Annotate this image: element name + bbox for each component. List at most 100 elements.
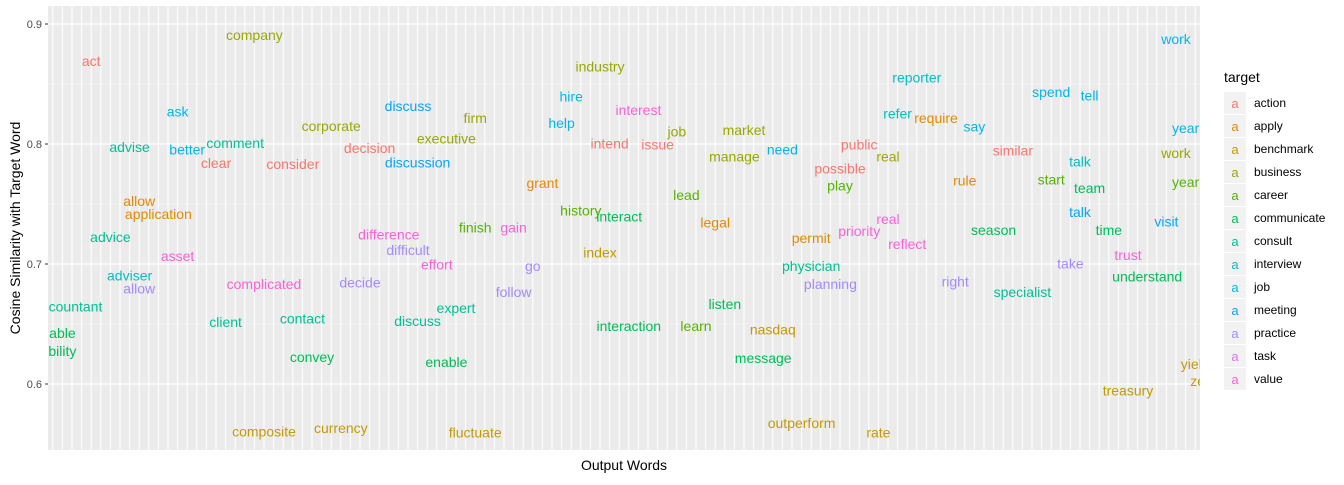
word-point-act: act	[82, 53, 101, 69]
word-point-expert: expert	[437, 300, 476, 316]
word-point-company: company	[226, 27, 283, 43]
word-point-rule: rule	[953, 173, 977, 189]
word-points: act company ask advise better comment clear con…	[42, 27, 1210, 441]
word-point-discussion: discussion	[385, 155, 450, 171]
word-point-composite: composite	[232, 423, 296, 439]
word-point-manage: manage	[709, 149, 760, 165]
word-point-complicated: complicated	[227, 276, 302, 292]
legend-key-value	[1224, 368, 1246, 390]
y-axis: 0.6 0.7 0.8 0.9	[27, 19, 48, 391]
legend-label-benchmark: benchmark	[1254, 142, 1314, 156]
word-point-application: application	[125, 206, 192, 222]
word-point-issue: issue	[641, 137, 674, 153]
word-point-intend: intend	[591, 135, 629, 151]
word-point-go: go	[525, 258, 541, 274]
word-point-physician: physician	[782, 258, 840, 274]
word-point-reporter: reporter	[892, 69, 941, 85]
word-point-currency: currency	[314, 420, 368, 436]
legend-glyph-task: a	[1231, 349, 1239, 364]
word-point-season: season	[971, 222, 1016, 238]
word-point-hire: hire	[560, 89, 584, 105]
legend-label-business: business	[1254, 165, 1301, 179]
legend-key-career	[1224, 184, 1246, 206]
legend-entries: a action a apply a benchmark a business a career a…	[1224, 92, 1326, 390]
legend-glyph-practice: a	[1231, 326, 1239, 341]
word-point-able: able	[49, 325, 76, 341]
legend-key-apply	[1224, 115, 1246, 137]
legend-key-job	[1224, 276, 1246, 298]
legend-glyph-job: a	[1231, 280, 1239, 295]
word-point-work: work	[1160, 145, 1192, 161]
word-point-treasury: treasury	[1103, 383, 1154, 399]
word-point-convey: convey	[290, 349, 334, 365]
word-point-grant: grant	[526, 175, 558, 191]
word-point-lead: lead	[673, 187, 699, 203]
word-point-outperform: outperform	[768, 415, 836, 431]
y-tick-label: 0.8	[27, 139, 42, 151]
word-point-difficult: difficult	[386, 242, 429, 258]
word-point-interest: interest	[615, 102, 661, 118]
legend-label-task: task	[1254, 349, 1277, 363]
word-point-say: say	[964, 119, 986, 135]
word-point-firm: firm	[464, 110, 487, 126]
word-point-better: better	[169, 141, 205, 157]
word-point-spend: spend	[1032, 84, 1070, 100]
word-point-legal: legal	[700, 215, 730, 231]
word-point-index: index	[583, 245, 616, 261]
word-point-reflect: reflect	[888, 236, 926, 252]
word-point-learn: learn	[680, 318, 711, 334]
word-point-message: message	[735, 350, 792, 366]
word-point-trust: trust	[1114, 247, 1141, 263]
word-point-bility: bility	[48, 343, 76, 359]
legend-label-value: value	[1254, 372, 1283, 386]
word-point-possible: possible	[814, 161, 866, 177]
word-point-advice: advice	[90, 229, 131, 245]
legend-label-action: action	[1254, 96, 1286, 110]
word-point-start: start	[1038, 171, 1065, 187]
word-point-real: real	[876, 149, 899, 165]
legend-key-business	[1224, 161, 1246, 183]
legend-key-consult	[1224, 230, 1246, 252]
legend-key-interview	[1224, 253, 1246, 275]
legend-label-job: job	[1253, 280, 1270, 294]
word-point-decide: decide	[339, 275, 380, 291]
legend-glyph-consult: a	[1231, 234, 1239, 249]
word-point-talk: talk	[1069, 153, 1092, 169]
word-point-discuss: discuss	[394, 313, 441, 329]
word-point-ccountant: ccountant	[42, 299, 103, 315]
word-point-listen: listen	[708, 296, 741, 312]
word-point-work: work	[1160, 31, 1192, 47]
grid-major	[48, 23, 1200, 385]
word-point-right: right	[942, 273, 969, 289]
word-point-enable: enable	[425, 354, 467, 370]
word-point-zer: zer	[1190, 373, 1210, 389]
legend-key-benchmark	[1224, 138, 1246, 160]
legend-glyph-career: a	[1231, 188, 1239, 203]
word-point-play: play	[827, 177, 853, 193]
legend-label-interview: interview	[1254, 257, 1302, 271]
word-point-industry: industry	[575, 59, 624, 75]
word-point-interact: interact	[596, 209, 642, 225]
legend-glyph-business: a	[1231, 165, 1239, 180]
word-point-require: require	[914, 110, 958, 126]
word-point-gain: gain	[500, 219, 526, 235]
word-point-advise: advise	[109, 139, 150, 155]
word-point-priority: priority	[838, 223, 880, 239]
legend-key-communicate	[1224, 207, 1246, 229]
legend-glyph-apply: a	[1231, 119, 1239, 134]
word-point-finish: finish	[459, 219, 492, 235]
word-point-effort: effort	[421, 257, 453, 273]
y-axis-title: Cosine Similarity with Target Word	[7, 122, 23, 335]
word-point-planning: planning	[804, 276, 857, 292]
legend-glyph-communicate: a	[1231, 211, 1239, 226]
word-point-rate: rate	[866, 425, 890, 441]
word-point-allow: allow	[123, 281, 156, 297]
word-point-talk: talk	[1069, 204, 1092, 220]
word-point-refer: refer	[883, 105, 912, 121]
word-point-year: year	[1172, 120, 1200, 136]
legend-key-task	[1224, 345, 1246, 367]
legend-glyph-benchmark: a	[1231, 142, 1239, 157]
word-point-history: history	[560, 203, 601, 219]
